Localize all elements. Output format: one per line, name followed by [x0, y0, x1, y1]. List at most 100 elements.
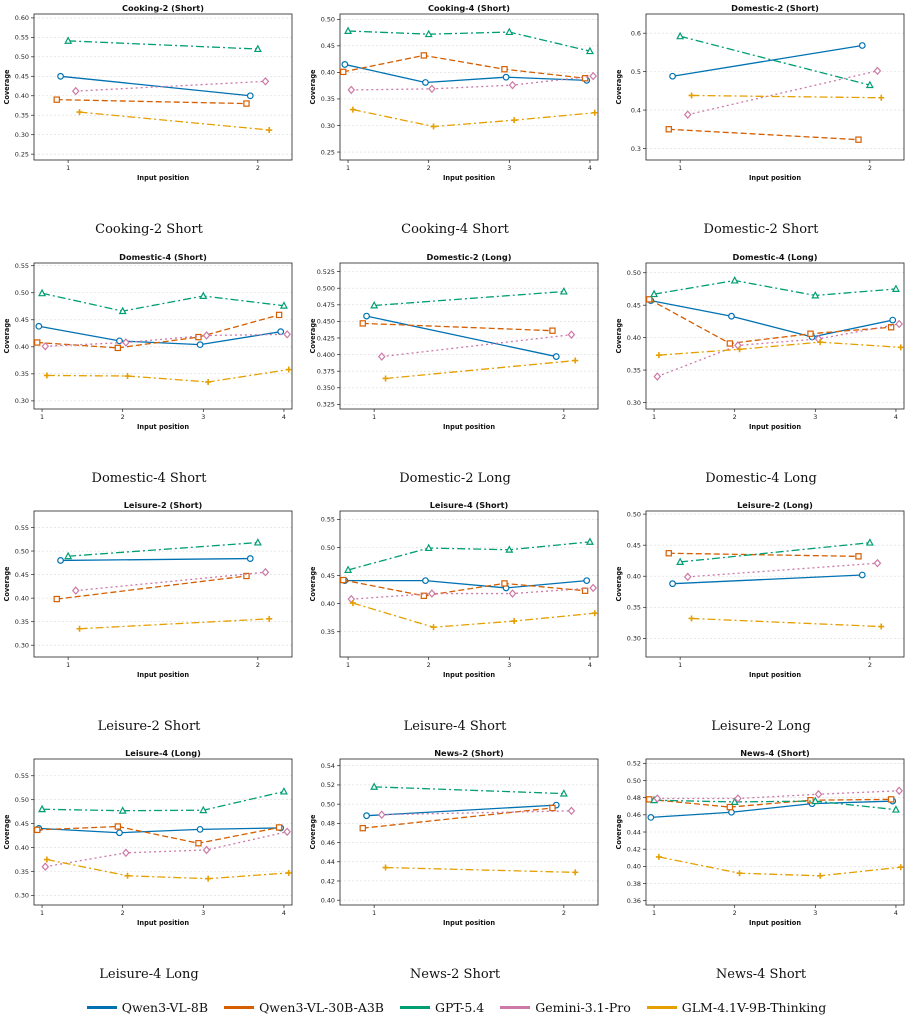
chart-panel: Domestic-4 (Short) 0.30 0.35 0.40 0.45 0.50 0.… [0, 251, 298, 441]
legend: Qwen3-VL-8B Qwen3-VL-30B-A3B GPT-5.4 Gemini… [0, 996, 913, 1018]
series-3 [676, 31, 874, 89]
data-point [195, 840, 202, 847]
chart-panel: Domestic-2 (Short) 0.3 0.4 0.5 0.6 1 2 Input po… [612, 2, 910, 192]
y-tick-label: 0.55 [15, 262, 29, 270]
data-point [35, 322, 43, 330]
data-point [736, 346, 743, 353]
data-point [734, 794, 742, 803]
data-point [122, 338, 130, 347]
y-tick-label: 0.48 [321, 820, 335, 828]
data-point [363, 812, 370, 820]
data-point [283, 330, 291, 339]
series-2 [340, 52, 589, 82]
chart-svg: Cooking-4 (Short) 0.25 0.30 0.35 0.40 0.45 0.5… [309, 3, 599, 182]
x-tick-label: 1 [652, 413, 656, 421]
chart-caption: News-4 Short [715, 967, 807, 982]
series-3 [370, 782, 568, 797]
data-point [665, 126, 672, 133]
y-tick-label: 0.40 [321, 600, 335, 608]
data-point [508, 589, 517, 598]
x-tick-label: 1 [66, 661, 70, 669]
data-point [887, 796, 895, 803]
series-line [658, 856, 901, 877]
series-line [680, 542, 870, 563]
x-tick-label: 1 [678, 164, 682, 172]
data-point [878, 623, 885, 630]
data-point [359, 320, 366, 327]
x-axis-label: Input position [443, 423, 495, 431]
series-1 [341, 577, 591, 592]
x-tick-label: 2 [733, 909, 737, 917]
data-point [277, 328, 285, 336]
series-line [68, 40, 258, 50]
data-point [266, 127, 273, 134]
data-point [653, 372, 662, 381]
data-point [370, 301, 379, 309]
y-tick-label: 0.30 [627, 399, 641, 407]
chart-caption: Domestic-2 Long [399, 471, 511, 486]
y-tick-label: 0.50 [15, 53, 29, 61]
y-tick-label: 0.42 [321, 877, 335, 885]
data-point [243, 100, 250, 107]
chart-title: Leisure-2 (Short) [124, 500, 203, 510]
series-4 [71, 77, 270, 96]
series-line [343, 54, 586, 79]
data-point [253, 538, 262, 546]
y-axis-label: Coverage [615, 318, 623, 354]
series-2 [646, 296, 895, 347]
data-point [243, 572, 250, 580]
series-5 [655, 853, 904, 879]
series-3 [38, 787, 288, 814]
x-tick-label: 2 [121, 413, 125, 421]
data-point [508, 80, 517, 90]
series-5 [382, 357, 579, 382]
data-point [559, 287, 568, 295]
data-point [266, 615, 273, 622]
series-line [687, 562, 878, 578]
y-tick-label: 0.5 [631, 68, 641, 76]
chart-caption: News-2 Short [409, 967, 501, 982]
x-axis-label: Input position [137, 671, 189, 679]
series-line [381, 334, 572, 358]
y-tick-label: 0.45 [321, 42, 335, 50]
data-point [38, 288, 47, 297]
chart-title: Domestic-4 (Short) [119, 252, 207, 262]
chart-caption: Cooking-4 Short [401, 222, 509, 237]
series-line [649, 798, 892, 808]
y-tick-label: 0.40 [321, 896, 335, 904]
series-line [679, 35, 871, 86]
data-point [858, 571, 866, 579]
x-tick-label: 3 [507, 661, 511, 669]
x-axis-label: Input position [137, 919, 189, 927]
y-tick-label: 0.35 [15, 618, 29, 626]
legend-swatch [224, 1005, 255, 1009]
y-tick-label: 0.50 [627, 777, 641, 785]
data-point [202, 845, 211, 855]
y-tick-label: 0.35 [15, 370, 29, 378]
data-point [359, 824, 366, 832]
data-point [57, 72, 64, 80]
chart-title: Domestic-4 (Long) [733, 252, 818, 262]
x-axis-label: Input position [749, 174, 801, 182]
y-axis-label: Coverage [615, 566, 623, 602]
series-5 [349, 600, 598, 631]
data-point [688, 92, 695, 99]
data-point [377, 810, 386, 820]
data-point [855, 136, 862, 143]
series-line [691, 94, 882, 99]
y-tick-label: 0.525 [317, 268, 335, 276]
y-tick-label: 0.35 [627, 604, 641, 612]
legend-label: GLM-4.1V-9B-Thinking [681, 999, 827, 1015]
data-point [585, 537, 594, 545]
plot-frame [339, 262, 599, 410]
x-tick-label: 4 [282, 413, 286, 421]
y-tick-label: 0.500 [317, 285, 335, 293]
data-point [76, 109, 83, 116]
data-point [340, 68, 347, 76]
y-tick-label: 0.325 [317, 401, 335, 409]
series-line [351, 587, 594, 600]
series-2 [34, 823, 283, 847]
series-line [38, 325, 281, 346]
data-point [511, 618, 518, 625]
data-point [891, 284, 900, 292]
